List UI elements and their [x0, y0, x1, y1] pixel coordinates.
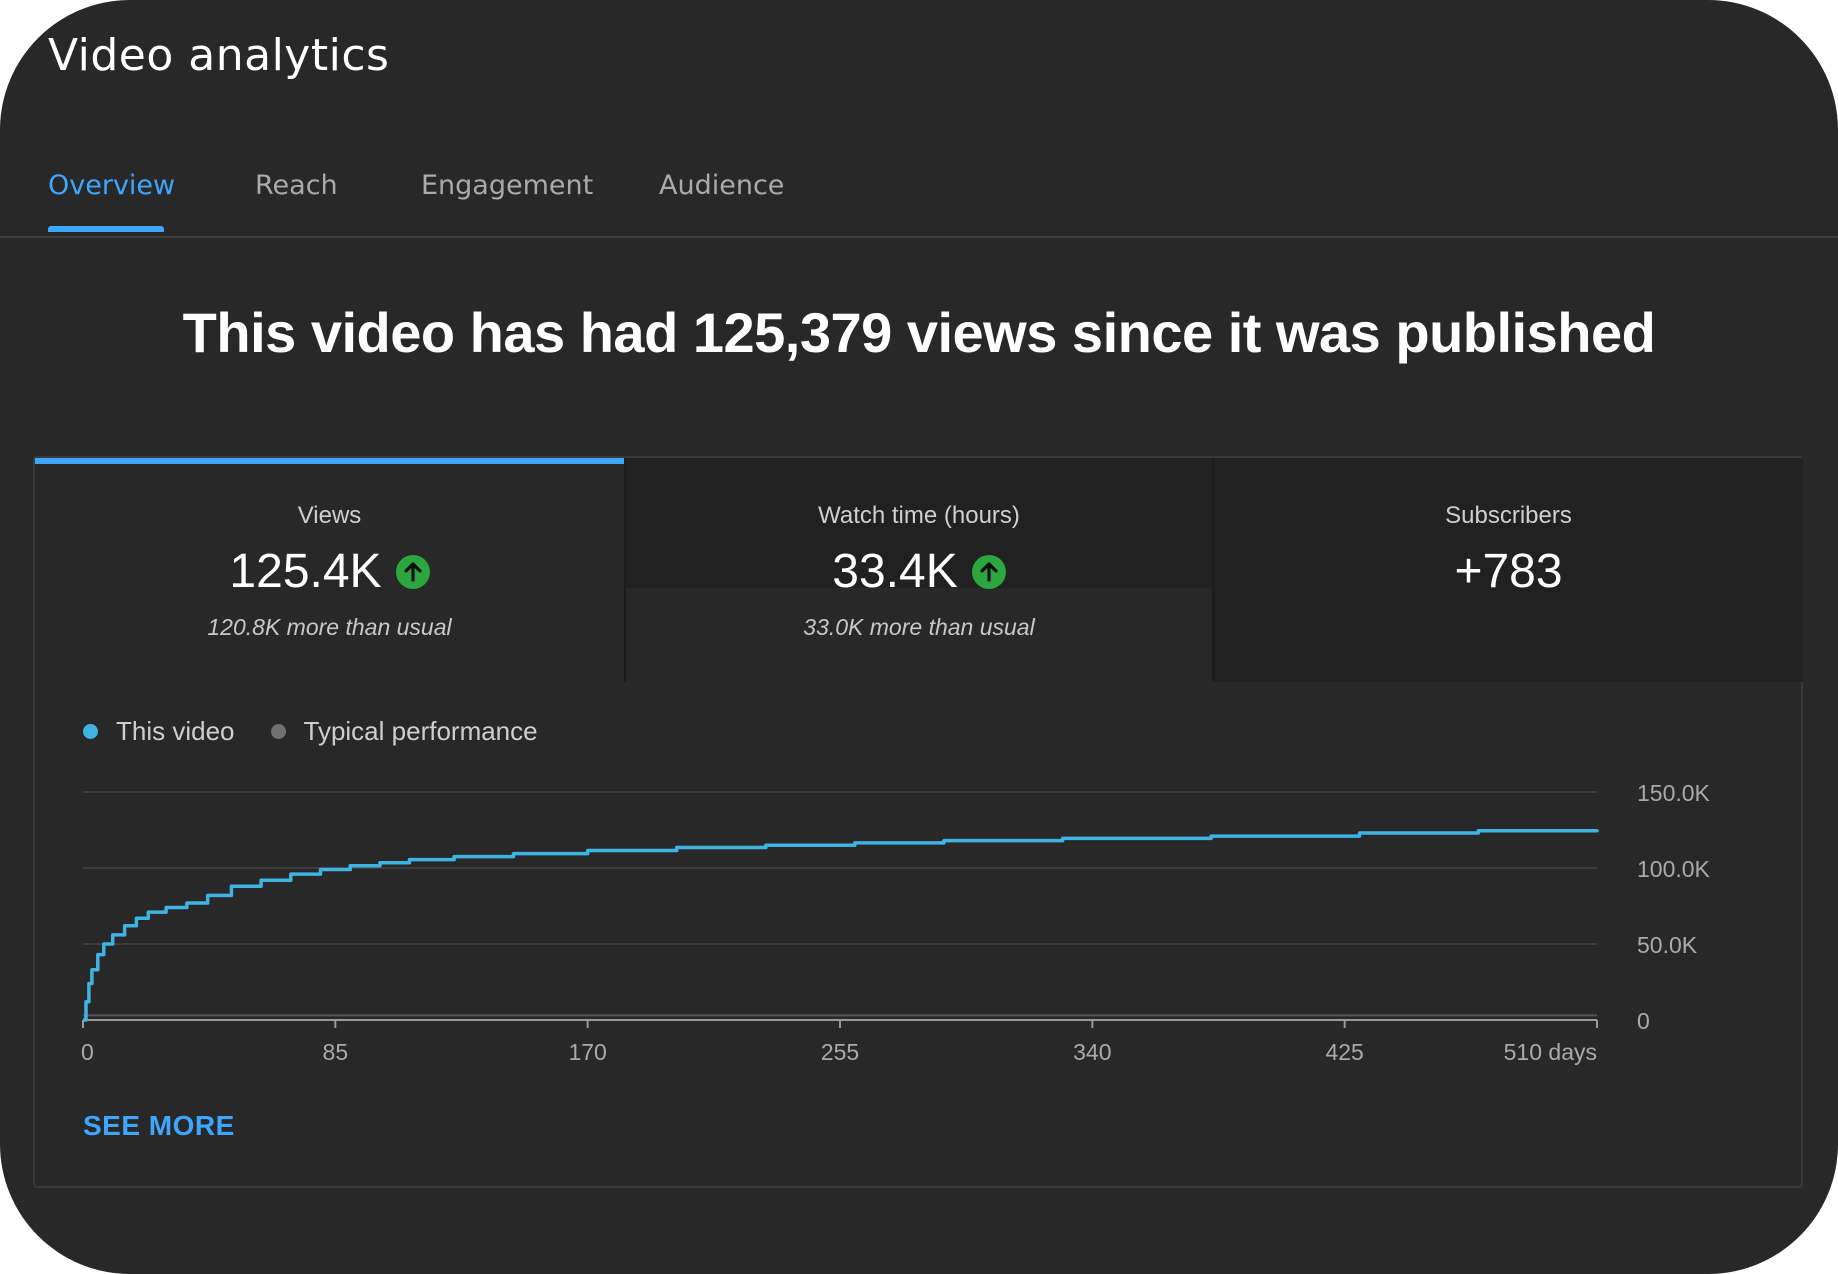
- metric-tab-watch-time[interactable]: Watch time (hours) 33.4K 33.0K more than…: [624, 458, 1214, 682]
- views-line-chart: 0 50.0K 100.0K 150.0K 0 85 170 255 340 425 510 day…: [81, 780, 1711, 1065]
- legend-dot-icon: [83, 724, 98, 739]
- overview-card: Views 125.4K 120.8K more than usual Watc…: [33, 456, 1803, 1188]
- see-more-link[interactable]: SEE MORE: [83, 1110, 235, 1141]
- legend-label: This video: [116, 716, 235, 746]
- tab-audience[interactable]: Audience: [659, 170, 785, 201]
- metric-label: Views: [297, 502, 362, 529]
- y-tick-label: 0: [1637, 1008, 1650, 1034]
- metric-value-row: 33.4K: [626, 544, 1212, 599]
- tab-engagement[interactable]: Engagement: [421, 170, 594, 201]
- metric-note: 120.8K more than usual: [207, 614, 452, 640]
- legend-label: Typical performance: [303, 716, 538, 746]
- active-tab-indicator: [48, 226, 164, 232]
- metric-label: Watch time (hours): [818, 502, 1020, 529]
- app-title: Video analytics: [48, 30, 390, 81]
- tab-overview[interactable]: Overview: [48, 170, 176, 201]
- metric-tab-views[interactable]: Views 125.4K 120.8K more than usual: [35, 458, 624, 682]
- x-tick-label: 425: [1325, 1039, 1363, 1065]
- arrow-up-icon: [395, 554, 430, 589]
- x-tick-label: 170: [568, 1039, 606, 1065]
- metric-note: 33.0K more than usual: [803, 614, 1035, 640]
- x-tick-label: 255: [821, 1039, 859, 1065]
- y-tick-label: 100.0K: [1637, 856, 1711, 882]
- page-headline: This video has had 125,379 views since i…: [182, 301, 1656, 364]
- x-tick-label: 0: [81, 1039, 94, 1065]
- selected-metric-indicator: [35, 458, 624, 464]
- legend-item-typical-performance[interactable]: Typical performance: [270, 716, 538, 747]
- tab-bar: Overview Reach Engagement Audience: [0, 150, 1838, 238]
- tab-reach[interactable]: Reach: [255, 170, 338, 201]
- series-line-this-video: [83, 829, 1599, 1022]
- metric-value-row: 125.4K: [35, 544, 624, 599]
- metric-tab-subscribers[interactable]: Subscribers +783: [1214, 458, 1803, 682]
- arrow-up-icon: [971, 554, 1006, 589]
- chart-legend: This video Typical performance: [83, 716, 538, 747]
- x-tick-label: 510 days: [1504, 1039, 1597, 1065]
- legend-item-this-video[interactable]: This video: [83, 716, 235, 747]
- x-tick-label: 85: [323, 1039, 349, 1065]
- y-tick-label: 50.0K: [1637, 932, 1698, 958]
- metric-value: 125.4K: [229, 545, 382, 598]
- metric-value: +783: [1454, 545, 1563, 598]
- y-tick-label: 150.0K: [1637, 780, 1711, 806]
- metric-value-row: +783: [1214, 544, 1803, 599]
- x-tick-label: 340: [1073, 1039, 1111, 1065]
- legend-dot-icon: [270, 724, 286, 739]
- metric-value: 33.4K: [832, 545, 958, 598]
- metric-label: Subscribers: [1445, 502, 1572, 529]
